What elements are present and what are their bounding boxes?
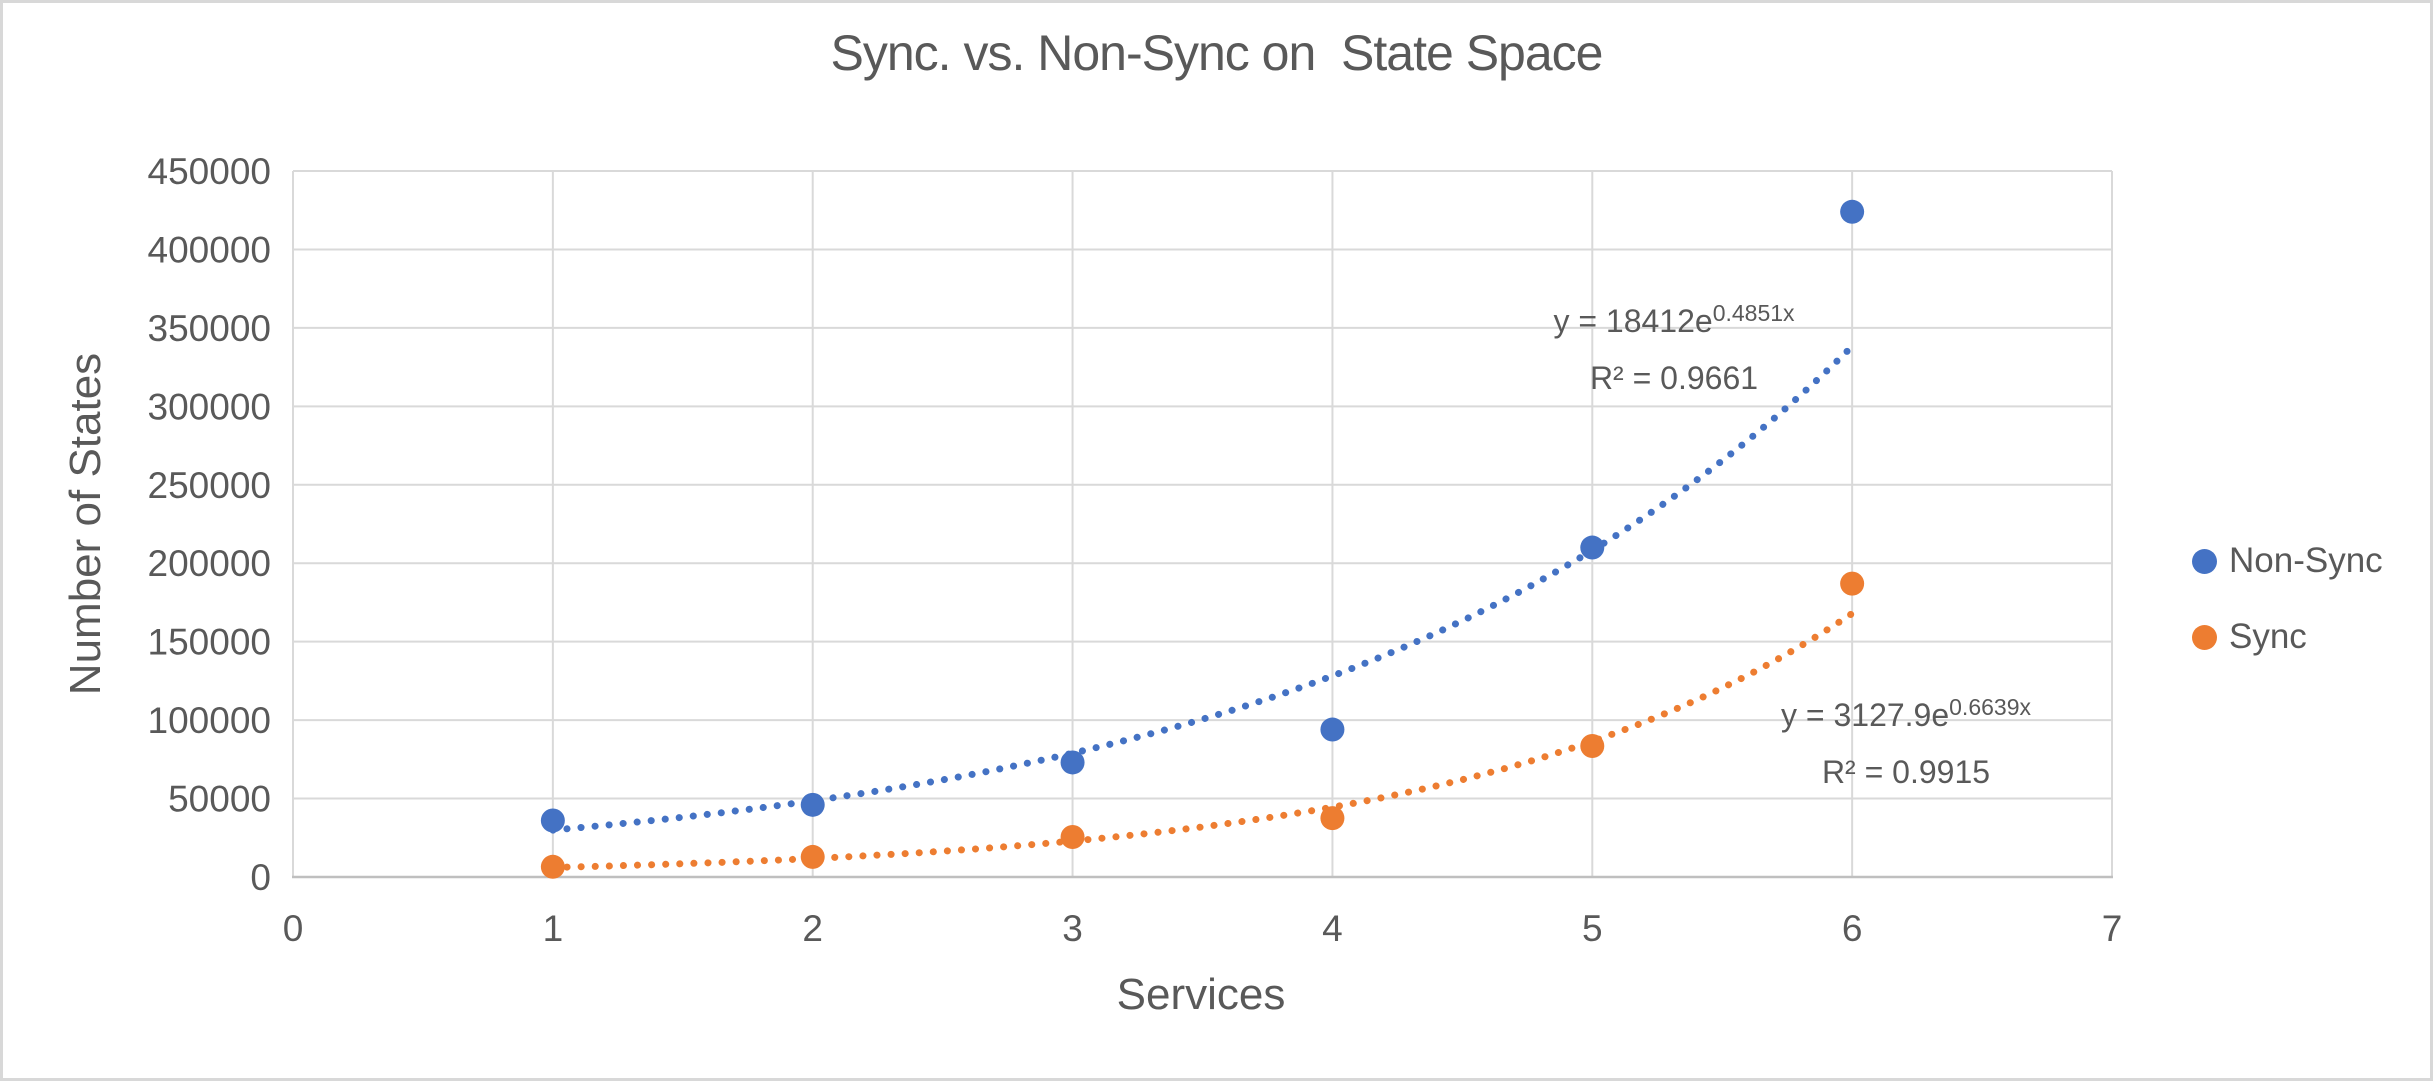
equation-text: y = 3127.9e bbox=[1781, 697, 1950, 733]
trendline-equation-nonsync: y = 18412e0.4851x R² = 0.9661 bbox=[1553, 294, 1794, 405]
y-tick-label: 150000 bbox=[148, 622, 271, 663]
equation-line: y = 18412e0.4851x bbox=[1553, 294, 1794, 351]
y-tick-label: 300000 bbox=[148, 386, 271, 427]
legend-label-nonsync: Non-Sync bbox=[2229, 541, 2383, 580]
trendline-non-sync bbox=[549, 342, 1856, 834]
equation-exponent: 0.4851x bbox=[1712, 300, 1795, 326]
data-point-sync bbox=[1840, 571, 1865, 596]
data-point-non-sync bbox=[800, 792, 825, 817]
data-point-non-sync bbox=[540, 808, 565, 833]
legend-marker-nonsync-icon bbox=[2192, 548, 2217, 574]
x-tick-label: 5 bbox=[1582, 908, 1603, 949]
data-point-non-sync bbox=[1840, 199, 1865, 224]
trendline-sync bbox=[549, 610, 1856, 871]
equation-exponent: 0.6639x bbox=[1949, 694, 2031, 720]
y-tick-label: 250000 bbox=[148, 465, 271, 506]
y-tick-label: 100000 bbox=[148, 700, 271, 741]
data-point-sync bbox=[1320, 806, 1345, 831]
legend-item-sync: Sync bbox=[2192, 613, 2383, 661]
r-squared-text: R² = 0.9661 bbox=[1589, 360, 1759, 396]
data-point-sync bbox=[1580, 733, 1605, 758]
equation-line: y = 3127.9e0.6639x bbox=[1781, 688, 2031, 745]
x-tick-label: 2 bbox=[802, 908, 823, 949]
data-point-sync bbox=[1060, 824, 1085, 849]
x-tick-label: 6 bbox=[1842, 908, 1863, 949]
data-point-non-sync bbox=[1320, 717, 1345, 742]
data-point-non-sync bbox=[1580, 535, 1605, 560]
y-axis-title: Number of States bbox=[61, 352, 110, 696]
y-tick-label: 400000 bbox=[148, 229, 271, 270]
chart-title: Sync. vs. Non-Sync on State Space bbox=[830, 25, 1604, 81]
y-tick-label: 450000 bbox=[148, 151, 271, 192]
data-point-sync bbox=[800, 844, 825, 869]
x-axis-title: Services bbox=[1116, 970, 1286, 1019]
equation-text: y = 18412e bbox=[1553, 303, 1713, 339]
legend-item-nonsync: Non-Sync bbox=[2192, 537, 2383, 585]
r-squared-text: R² = 0.9915 bbox=[1821, 754, 1991, 790]
data-point-sync bbox=[540, 854, 565, 879]
trendline-equation-sync: y = 3127.9e0.6639x R² = 0.9915 bbox=[1781, 688, 2031, 799]
x-tick-label: 0 bbox=[283, 908, 304, 949]
x-tick-label: 1 bbox=[543, 908, 564, 949]
y-tick-label: 0 bbox=[250, 857, 271, 898]
y-tick-label: 200000 bbox=[148, 543, 271, 584]
x-tick-label: 7 bbox=[2102, 908, 2123, 949]
legend-marker-sync-icon bbox=[2192, 624, 2217, 650]
y-tick-label: 50000 bbox=[168, 779, 271, 820]
x-tick-label: 4 bbox=[1322, 908, 1343, 949]
legend: Non-Sync Sync bbox=[2192, 537, 2383, 689]
y-tick-label: 350000 bbox=[148, 308, 271, 349]
x-tick-label: 3 bbox=[1062, 908, 1083, 949]
data-point-non-sync bbox=[1060, 750, 1085, 775]
legend-label-sync: Sync bbox=[2229, 617, 2307, 656]
